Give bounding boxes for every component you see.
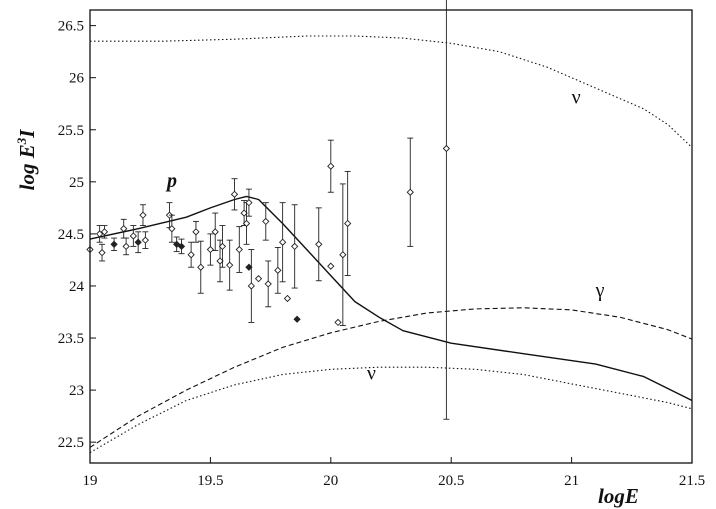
curve-label: γ [595,279,605,301]
data-point [254,275,263,283]
data-point [245,199,253,207]
data-point [187,251,195,259]
x-tick-label: 21 [564,473,579,489]
y-tick-label: 26 [69,71,85,87]
data-point [122,242,130,251]
data-point [293,315,301,323]
curve-labels-layer: p γ ν ν [165,87,605,385]
curve-label: ν [367,363,376,385]
data-point [279,238,287,246]
y-axis-title-sup: 3 [14,137,29,145]
y-tick-label: 26.5 [58,19,84,35]
data-point [235,245,243,254]
data-point [230,190,239,198]
data-point [110,240,118,248]
y-tick-label: 24 [69,279,85,295]
data-point [226,261,234,269]
data-point [247,282,255,290]
data-point [406,188,414,196]
data-point [327,262,335,270]
y-axis-title: log E3I [14,129,39,191]
data-point [339,251,347,259]
y-tick-label: 23 [69,383,84,399]
y-tick-label: 23.5 [58,331,84,347]
series-line [89,366,693,454]
data-point [95,230,104,238]
y-tick-label: 25.5 [58,123,84,139]
data-point [264,280,272,288]
ticks-layer: 19 19.5 20 20.5 21 21.5 22.5 23 23.5 24 24.5 25 25.5… [58,19,705,489]
data-point [141,236,150,244]
data-point [218,242,227,251]
curve-label: ν [572,87,581,109]
plot-frame [89,9,693,464]
data-point [262,217,270,226]
data-point [100,228,109,236]
data-point [173,240,181,248]
data-point [315,240,323,248]
x-tick-label: 19.5 [197,473,223,489]
x-tick-label: 20.5 [438,473,464,489]
data-point [211,228,219,236]
series-line [89,307,693,448]
y-tick-label: 22.5 [58,435,84,451]
data-point [242,219,251,228]
data-point [168,225,176,233]
data-point [134,238,142,246]
data-point [177,242,186,251]
data-point [274,266,282,274]
y-tick-label: 24.5 [58,227,84,243]
data-point [334,318,342,327]
data-point [192,228,200,236]
data-point [291,242,299,251]
data-point [283,294,292,303]
y-tick-label: 25 [69,175,84,191]
data-point [139,211,147,219]
data-point [120,225,128,233]
y-axis-title-tail: I [15,129,39,139]
curve-label: p [165,170,177,192]
x-axis-title: logE [598,484,639,508]
x-tick-label: 21.5 [679,473,705,489]
x-tick-label: 19 [83,473,98,489]
x-tick-label: 20 [323,473,338,489]
data-point [327,162,335,170]
y-axis-title-base: log E [15,144,39,190]
series-line [90,35,693,148]
data-point [206,245,215,254]
data-point [344,219,352,228]
data-point [129,232,137,240]
data-point [442,144,451,153]
data-point [197,263,205,271]
data-point [98,249,106,257]
data-points-layer [86,0,451,420]
